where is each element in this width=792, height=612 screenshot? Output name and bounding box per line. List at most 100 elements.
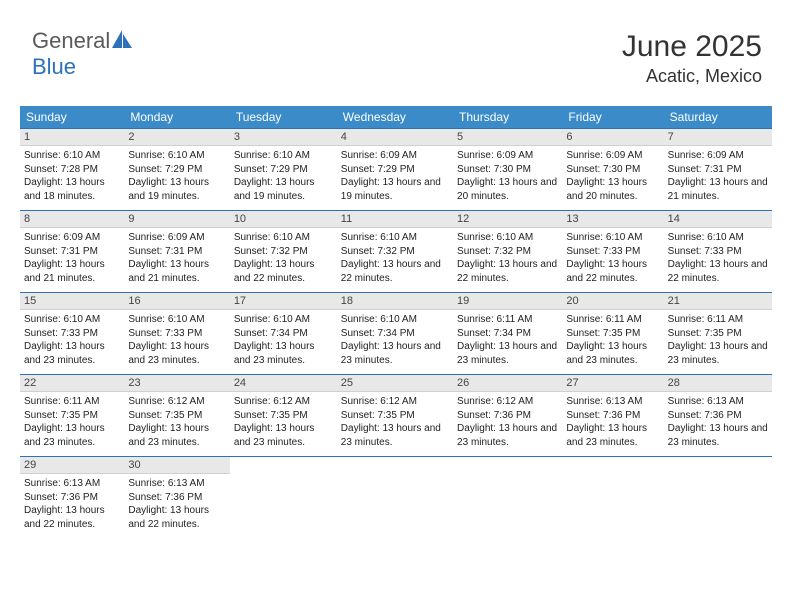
sunset-line: Sunset: 7:32 PM [341,245,449,259]
calendar-cell: 25Sunrise: 6:12 AMSunset: 7:35 PMDayligh… [337,375,453,457]
sunset-line: Sunset: 7:28 PM [24,163,120,177]
day-content: Sunrise: 6:12 AMSunset: 7:36 PMDaylight:… [453,392,562,452]
calendar-cell: 27Sunrise: 6:13 AMSunset: 7:36 PMDayligh… [562,375,663,457]
sunset-line: Sunset: 7:36 PM [24,491,120,505]
day-content: Sunrise: 6:13 AMSunset: 7:36 PMDaylight:… [664,392,772,452]
day-content: Sunrise: 6:09 AMSunset: 7:31 PMDaylight:… [20,228,124,288]
sunrise-line: Sunrise: 6:10 AM [234,313,333,327]
day-content: Sunrise: 6:11 AMSunset: 7:35 PMDaylight:… [664,310,772,370]
calendar-cell [453,457,562,539]
day-content: Sunrise: 6:10 AMSunset: 7:33 PMDaylight:… [124,310,229,370]
sunrise-line: Sunrise: 6:10 AM [341,231,449,245]
calendar-cell: 3Sunrise: 6:10 AMSunset: 7:29 PMDaylight… [230,129,337,211]
daylight-line: Daylight: 13 hours and 22 minutes. [341,258,449,285]
daylight-line: Daylight: 13 hours and 22 minutes. [128,504,225,531]
weekday-header: Tuesday [230,106,337,129]
weekday-header: Saturday [664,106,772,129]
day-number: 21 [664,293,772,310]
daylight-line: Daylight: 13 hours and 23 minutes. [566,422,659,449]
sunrise-line: Sunrise: 6:11 AM [566,313,659,327]
calendar-cell: 24Sunrise: 6:12 AMSunset: 7:35 PMDayligh… [230,375,337,457]
daylight-line: Daylight: 13 hours and 23 minutes. [24,422,120,449]
calendar-cell: 6Sunrise: 6:09 AMSunset: 7:30 PMDaylight… [562,129,663,211]
sunrise-line: Sunrise: 6:09 AM [566,149,659,163]
daylight-line: Daylight: 13 hours and 22 minutes. [668,258,768,285]
calendar-cell: 5Sunrise: 6:09 AMSunset: 7:30 PMDaylight… [453,129,562,211]
calendar-cell: 11Sunrise: 6:10 AMSunset: 7:32 PMDayligh… [337,211,453,293]
sunrise-line: Sunrise: 6:13 AM [668,395,768,409]
day-number: 3 [230,129,337,146]
day-content: Sunrise: 6:10 AMSunset: 7:32 PMDaylight:… [453,228,562,288]
logo-part2: Blue [32,54,76,79]
day-number: 17 [230,293,337,310]
daylight-line: Daylight: 13 hours and 23 minutes. [668,340,768,367]
calendar-cell: 2Sunrise: 6:10 AMSunset: 7:29 PMDaylight… [124,129,229,211]
day-content: Sunrise: 6:10 AMSunset: 7:32 PMDaylight:… [337,228,453,288]
weekday-header: Thursday [453,106,562,129]
day-content: Sunrise: 6:13 AMSunset: 7:36 PMDaylight:… [124,474,229,534]
day-content: Sunrise: 6:12 AMSunset: 7:35 PMDaylight:… [230,392,337,452]
sunset-line: Sunset: 7:34 PM [457,327,558,341]
daylight-line: Daylight: 13 hours and 22 minutes. [24,504,120,531]
calendar-cell: 30Sunrise: 6:13 AMSunset: 7:36 PMDayligh… [124,457,229,539]
calendar-cell: 15Sunrise: 6:10 AMSunset: 7:33 PMDayligh… [20,293,124,375]
sunrise-line: Sunrise: 6:13 AM [24,477,120,491]
day-number: 30 [124,457,229,474]
logo-text: General Blue [32,28,134,80]
day-number: 10 [230,211,337,228]
calendar-cell: 26Sunrise: 6:12 AMSunset: 7:36 PMDayligh… [453,375,562,457]
day-number: 29 [20,457,124,474]
sunset-line: Sunset: 7:35 PM [566,327,659,341]
day-number: 24 [230,375,337,392]
sunset-line: Sunset: 7:35 PM [341,409,449,423]
sunset-line: Sunset: 7:35 PM [668,327,768,341]
sunrise-line: Sunrise: 6:10 AM [24,149,120,163]
sunset-line: Sunset: 7:30 PM [566,163,659,177]
sunrise-line: Sunrise: 6:12 AM [457,395,558,409]
calendar-cell: 7Sunrise: 6:09 AMSunset: 7:31 PMDaylight… [664,129,772,211]
day-number: 2 [124,129,229,146]
daylight-line: Daylight: 13 hours and 23 minutes. [234,340,333,367]
sunrise-line: Sunrise: 6:10 AM [341,313,449,327]
day-content: Sunrise: 6:10 AMSunset: 7:29 PMDaylight:… [230,146,337,206]
sunset-line: Sunset: 7:35 PM [234,409,333,423]
sunrise-line: Sunrise: 6:09 AM [668,149,768,163]
daylight-line: Daylight: 13 hours and 19 minutes. [341,176,449,203]
day-number: 8 [20,211,124,228]
daylight-line: Daylight: 13 hours and 23 minutes. [457,422,558,449]
calendar-cell: 23Sunrise: 6:12 AMSunset: 7:35 PMDayligh… [124,375,229,457]
day-content: Sunrise: 6:10 AMSunset: 7:33 PMDaylight:… [664,228,772,288]
sunset-line: Sunset: 7:29 PM [128,163,225,177]
day-content: Sunrise: 6:09 AMSunset: 7:31 PMDaylight:… [664,146,772,206]
day-number: 4 [337,129,453,146]
calendar-cell [562,457,663,539]
sunrise-line: Sunrise: 6:10 AM [234,231,333,245]
day-number: 5 [453,129,562,146]
sunrise-line: Sunrise: 6:11 AM [668,313,768,327]
day-content: Sunrise: 6:10 AMSunset: 7:33 PMDaylight:… [20,310,124,370]
sunrise-line: Sunrise: 6:10 AM [128,313,225,327]
daylight-line: Daylight: 13 hours and 21 minutes. [668,176,768,203]
day-number: 7 [664,129,772,146]
weekday-header: Friday [562,106,663,129]
calendar-cell: 13Sunrise: 6:10 AMSunset: 7:33 PMDayligh… [562,211,663,293]
sunset-line: Sunset: 7:33 PM [128,327,225,341]
calendar-cell: 8Sunrise: 6:09 AMSunset: 7:31 PMDaylight… [20,211,124,293]
sunset-line: Sunset: 7:31 PM [668,163,768,177]
sunrise-line: Sunrise: 6:09 AM [457,149,558,163]
sunset-line: Sunset: 7:34 PM [234,327,333,341]
sunrise-line: Sunrise: 6:09 AM [341,149,449,163]
sunrise-line: Sunrise: 6:10 AM [566,231,659,245]
daylight-line: Daylight: 13 hours and 23 minutes. [24,340,120,367]
sunset-line: Sunset: 7:33 PM [24,327,120,341]
month-title: June 2025 [622,30,762,64]
calendar-cell: 10Sunrise: 6:10 AMSunset: 7:32 PMDayligh… [230,211,337,293]
sunrise-line: Sunrise: 6:13 AM [128,477,225,491]
daylight-line: Daylight: 13 hours and 19 minutes. [234,176,333,203]
day-content: Sunrise: 6:13 AMSunset: 7:36 PMDaylight:… [20,474,124,534]
logo: General Blue [32,28,134,80]
calendar-cell: 22Sunrise: 6:11 AMSunset: 7:35 PMDayligh… [20,375,124,457]
daylight-line: Daylight: 13 hours and 23 minutes. [668,422,768,449]
sunset-line: Sunset: 7:33 PM [566,245,659,259]
daylight-line: Daylight: 13 hours and 20 minutes. [566,176,659,203]
